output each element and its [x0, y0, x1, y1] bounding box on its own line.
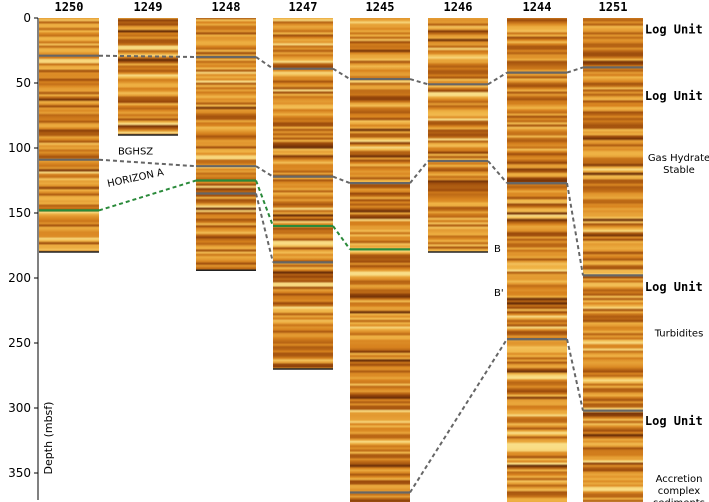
- correlation-link-unit1_2-1247-1245: [332, 67, 351, 80]
- log-unit-desc-6-0: Accretion: [656, 474, 703, 485]
- log-column-1251: [583, 18, 643, 502]
- log-unit-3: Log Unit 3: [645, 280, 709, 294]
- correlation-BGHSZ: [39, 158, 567, 185]
- log-column-1245: [350, 18, 410, 502]
- log-unit-desc-6-1: complex: [658, 486, 700, 497]
- depth-tick-label-100: 100: [8, 141, 31, 155]
- log-column-1247: [273, 18, 333, 369]
- correlation-link-BGHSZ-1247-1245: [332, 175, 351, 185]
- depth-axis-label: Depth (mbsf): [42, 402, 55, 475]
- log-unit-title-5: Log Unit 4: [645, 414, 709, 428]
- correlation-unit2_3: [507, 182, 643, 277]
- log-unit-title-0: Log Unit 1: [645, 23, 709, 37]
- log-column-1248: [196, 18, 256, 271]
- column-title-1244: 1244: [523, 0, 552, 14]
- log-unit-desc-2-1: Stable: [663, 165, 695, 176]
- log-columns: [39, 18, 643, 502]
- depth-tick-label-200: 200: [8, 271, 31, 285]
- correlation-link-sub1248-1248-1247: [255, 193, 274, 263]
- log-column-1249: [118, 18, 178, 135]
- correlation-deep: [350, 338, 567, 494]
- correlation-link-unit1_2-1250-1248: [98, 54, 197, 58]
- depth-tick-label-150: 150: [8, 206, 31, 220]
- log-column-1244: [507, 18, 567, 502]
- correlation-link-unit2_3-1244-1251: [566, 182, 584, 276]
- depth-tick-label-50: 50: [16, 76, 31, 90]
- column-title-1247: 1247: [289, 0, 318, 14]
- correlation-link-Horizon A-1248-1247: [255, 180, 274, 227]
- log-unit-desc-2-0: Gas Hydrate: [648, 153, 709, 164]
- correlation-sub1248: [196, 192, 333, 264]
- correlation-lines: [39, 54, 643, 494]
- log-column-1250: [39, 18, 99, 252]
- correlation-link-Horizon A-1250-1248: [98, 179, 197, 212]
- correlation-Horizon A: [39, 179, 410, 251]
- correlation-link-BGHSZ-1250-1248: [98, 158, 197, 168]
- depth-tick-label-300: 300: [8, 401, 31, 415]
- text-labels: 1250 1249 1248 1247 1245 1246 1244 1251 BGHSZ HOR…: [55, 0, 709, 502]
- correlation-link-BGHSZ-1245-1246: [409, 160, 429, 184]
- log-unit-6: Accretioncomplexsediments: [653, 474, 705, 502]
- column-title-1250: 1250: [55, 0, 84, 14]
- column-title-1249: 1249: [134, 0, 163, 14]
- log-column-1246: [428, 18, 488, 252]
- column-title-1245: 1245: [366, 0, 395, 14]
- depth-tick-label-350: 350: [8, 466, 31, 480]
- correlation-link-unit1_2-1244-1251: [566, 66, 584, 74]
- log-unit-desc-4-0: Turbidites: [654, 329, 704, 340]
- log-unit-5: Log Unit 4: [645, 414, 709, 428]
- column-title-1248: 1248: [212, 0, 241, 14]
- depth-axis: 0 50 100 150 200 250 300 350 Depth (mbsf): [8, 11, 55, 500]
- log-unit-0: Log Unit 1: [645, 23, 709, 37]
- correlation-link-BGHSZ-1248-1247: [255, 165, 274, 178]
- depth-tick-label-0: 0: [23, 11, 31, 25]
- log-unit-title-1: Log Unit 2: [645, 89, 709, 103]
- log-unit-desc-6-2: sediments: [653, 498, 705, 502]
- depth-tick-label-250: 250: [8, 336, 31, 350]
- annotation-0: BGHSZ: [118, 147, 153, 158]
- correlation-unit1_2: [39, 54, 643, 86]
- log-unit-4: Turbidites: [654, 329, 704, 340]
- column-title-1251: 1251: [599, 0, 628, 14]
- correlation-link-deep-1245-1244: [409, 338, 508, 494]
- log-unit-title-3: Log Unit 3: [645, 280, 709, 294]
- log-unit-1: Log Unit 2: [645, 89, 709, 103]
- correlation-link-unit3_4-1244-1251: [566, 338, 584, 411]
- column-title-1246: 1246: [444, 0, 473, 14]
- correlation-link-Horizon A-1247-1245: [332, 225, 351, 250]
- annotation-3: B': [494, 288, 504, 299]
- correlation-link-unit1_2-1246-1244: [487, 71, 508, 86]
- correlation-link-unit1_2-1245-1246: [409, 78, 429, 86]
- annotation-1: HORIZON A: [106, 167, 165, 190]
- correlation-link-BGHSZ-1246-1244: [487, 160, 508, 184]
- correlation-link-unit1_2-1248-1247: [255, 56, 274, 70]
- annotation-2: B: [494, 244, 501, 255]
